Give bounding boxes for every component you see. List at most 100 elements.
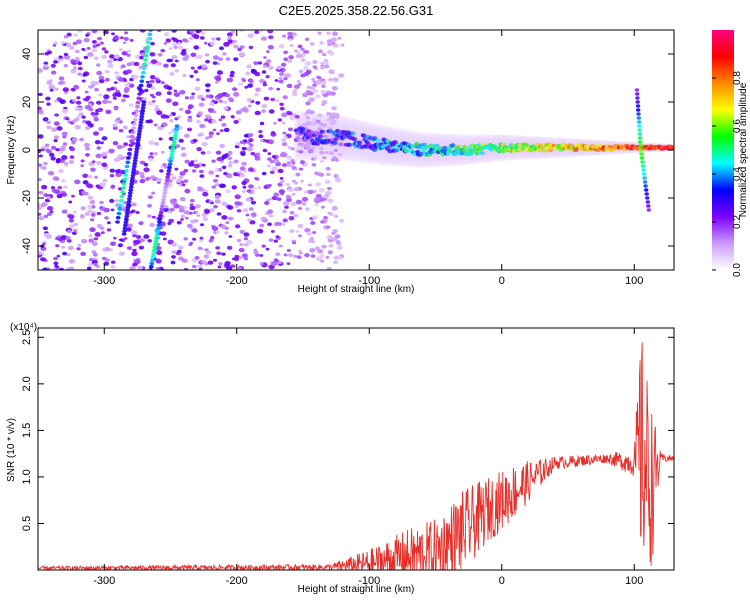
noise-point [173, 92, 181, 97]
noise-point [319, 159, 324, 163]
streak-point [140, 106, 146, 110]
y-tick-label: 2.5 [21, 330, 33, 345]
noise-point [194, 255, 200, 260]
noise-point [155, 91, 162, 96]
noise-point [122, 41, 127, 45]
noise-point [197, 186, 204, 192]
noise-point [212, 110, 217, 114]
noise-point [326, 39, 333, 44]
noise-point [92, 114, 98, 119]
noise-point [195, 204, 201, 209]
noise-point [211, 226, 219, 232]
noise-point [150, 59, 157, 64]
streak-point [155, 229, 161, 234]
streak-point [154, 233, 160, 237]
noise-point [304, 50, 310, 54]
noise-point [315, 94, 321, 99]
noise-point [303, 66, 309, 71]
noise-point [75, 100, 82, 105]
noise-point [171, 55, 178, 60]
noise-point [77, 66, 83, 71]
noise-point [159, 169, 164, 173]
noise-point [279, 177, 284, 180]
noise-point [203, 254, 210, 259]
noise-point [207, 260, 214, 265]
noise-point [98, 78, 105, 84]
noise-point [326, 234, 333, 240]
noise-point [320, 80, 327, 85]
noise-point [305, 69, 312, 75]
noise-point [277, 182, 283, 187]
noise-point [215, 150, 222, 155]
noise-point [180, 51, 187, 56]
noise-point [324, 64, 330, 69]
noise-point [317, 113, 323, 118]
noise-point [94, 175, 98, 179]
noise-point [238, 82, 244, 86]
noise-point [287, 31, 293, 36]
noise-point [247, 167, 254, 172]
noise-point [282, 209, 287, 214]
noise-point [73, 66, 77, 69]
streak-point [139, 111, 145, 116]
noise-point [129, 265, 136, 270]
noise-point [286, 197, 292, 203]
streak-point [143, 53, 149, 58]
streak-point [147, 32, 153, 37]
noise-point [190, 198, 195, 203]
streak-point [174, 127, 179, 131]
noise-point [216, 212, 222, 216]
noise-point [224, 226, 229, 230]
noise-point [282, 95, 288, 100]
noise-point [317, 249, 324, 254]
carrier-point [375, 138, 381, 143]
noise-point [214, 199, 221, 204]
noise-point [249, 80, 254, 84]
noise-point [323, 216, 328, 219]
noise-point [205, 114, 211, 119]
noise-point [208, 135, 213, 139]
streak-point [119, 194, 125, 199]
noise-point [81, 238, 88, 244]
spike-point [635, 100, 640, 104]
noise-point [221, 123, 227, 127]
noise-point [99, 200, 104, 205]
noise-point [190, 66, 195, 70]
noise-point [177, 115, 181, 119]
noise-point [197, 133, 202, 137]
noise-point [192, 138, 198, 143]
colorbar: 0.0 0.2 0.4 0.6 0.8 Normalized spectral ampl… [712, 30, 749, 277]
noise-point [128, 83, 135, 88]
noise-point [46, 125, 52, 130]
noise-point [160, 150, 165, 154]
noise-point [84, 97, 90, 102]
x-tick-label: 100 [625, 575, 643, 587]
noise-point [198, 169, 204, 174]
noise-point [216, 70, 223, 75]
spike-point [646, 208, 651, 212]
noise-point [70, 68, 77, 74]
noise-point [283, 201, 290, 207]
carrier-point [332, 140, 338, 145]
colorbar-tick-label: 0.4 [732, 167, 743, 181]
noise-point [116, 144, 123, 150]
noise-point [156, 110, 163, 115]
noise-point [131, 230, 138, 235]
noise-point [43, 193, 49, 197]
spike-point [645, 196, 650, 200]
noise-point [216, 132, 220, 136]
noise-point [232, 87, 238, 91]
noise-point [232, 257, 236, 261]
noise-point [261, 103, 268, 109]
noise-point [41, 257, 47, 262]
noise-point [287, 146, 292, 149]
noise-point [46, 102, 51, 106]
noise-point [138, 245, 145, 250]
streak-point [162, 191, 168, 195]
noise-point [44, 198, 50, 202]
streak-point [158, 210, 164, 215]
noise-point [321, 205, 325, 209]
noise-point [176, 220, 182, 225]
noise-point [295, 53, 302, 59]
noise-point [165, 38, 172, 43]
